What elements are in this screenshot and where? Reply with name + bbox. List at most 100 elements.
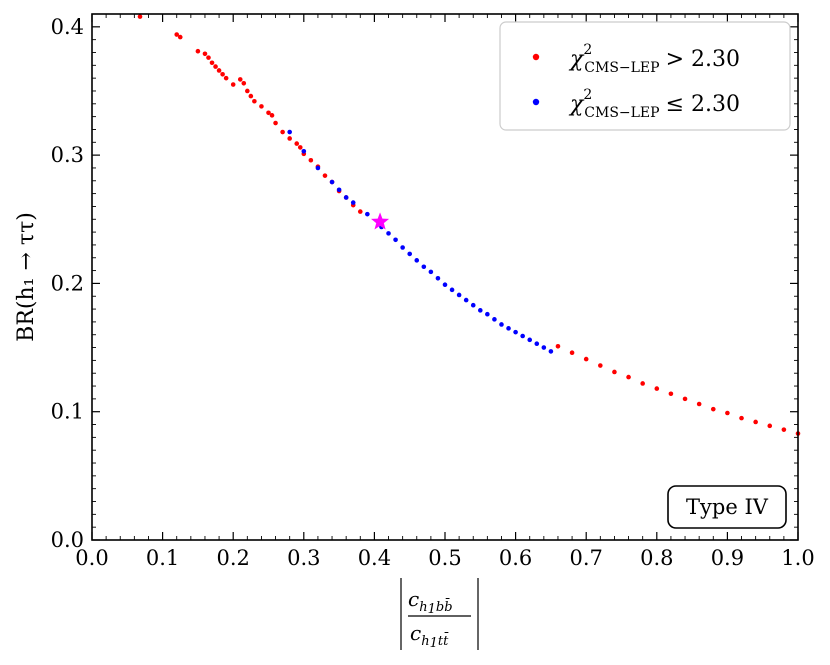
data-point [569, 350, 575, 355]
data-point [220, 72, 225, 77]
data-point [767, 423, 773, 429]
legend-label-blue: χ2 CMS−LEP ≤ 2.30 [568, 87, 740, 121]
x-title-den-sub1: h [421, 634, 429, 649]
data-point [223, 75, 229, 81]
data-point [449, 287, 455, 293]
data-point [470, 302, 476, 308]
data-point [248, 93, 254, 99]
y-axis-title: BR(h₁ → ττ) [14, 212, 39, 342]
y-tick-label: 0.3 [51, 143, 84, 167]
data-point [612, 369, 617, 375]
y-tick-label: 0.2 [51, 271, 84, 295]
data-point [407, 251, 413, 257]
data-point [329, 179, 335, 185]
data-point [548, 349, 554, 354]
data-point [301, 148, 307, 154]
data-point [216, 68, 222, 73]
data-point [541, 345, 547, 350]
y-tick-label: 0.4 [51, 15, 84, 39]
series-0 [137, 14, 801, 436]
x-tick-label: 0.6 [499, 546, 532, 570]
data-point [435, 275, 441, 281]
data-point [357, 209, 363, 214]
y-tick-label: 0.0 [51, 528, 84, 552]
x-tick-label: 0.0 [75, 546, 108, 570]
x-tick-label: 0.1 [146, 546, 179, 570]
legend-blue-sub: CMS−LEP [584, 105, 659, 121]
data-point [322, 173, 328, 178]
data-point [336, 187, 342, 193]
data-point [555, 343, 561, 349]
legend-red-rel: > 2.30 [666, 47, 740, 72]
data-point [463, 297, 469, 303]
x-title-den-sub4: t̄ [443, 632, 449, 649]
data-point [177, 34, 183, 40]
x-title-num-sub1: h [419, 600, 427, 615]
data-point [287, 129, 292, 135]
data-point [506, 326, 511, 331]
data-point [195, 48, 201, 54]
data-point [393, 237, 398, 243]
legend-marker-red [532, 53, 540, 61]
data-point [266, 110, 271, 116]
data-point [241, 80, 247, 86]
data-point [781, 427, 787, 432]
data-point [230, 82, 236, 87]
data-point [583, 356, 589, 362]
data-point [414, 258, 420, 263]
x-tick-label: 0.4 [358, 546, 391, 570]
x-tick-label: 0.3 [287, 546, 320, 570]
data-point [386, 231, 391, 236]
legend-red-sub: CMS−LEP [584, 60, 659, 76]
x-tick-label: 0.8 [640, 546, 673, 570]
legend-red-main: χ [568, 47, 585, 72]
data-point [315, 165, 321, 171]
data-point [485, 311, 490, 317]
x-tick-label: 1.0 [781, 546, 814, 570]
annotation-box [667, 485, 787, 529]
x-title-denominator: ch1tt̄ [410, 621, 449, 651]
x-title-num-sub3: b [436, 600, 444, 615]
data-point [350, 200, 356, 205]
data-point [668, 391, 674, 397]
data-point [682, 396, 688, 402]
data-point [273, 120, 278, 126]
data-point [527, 337, 533, 343]
x-title-numerator: ch1bb̄ [408, 587, 453, 617]
data-point [209, 60, 215, 66]
annotation-text: Type IV [686, 495, 769, 519]
x-title-den-sub3: t [438, 634, 444, 649]
series-1 [287, 129, 554, 354]
data-point [513, 329, 518, 335]
data-point [294, 141, 300, 146]
data-point [259, 104, 264, 109]
data-point [280, 129, 285, 135]
data-point [421, 264, 427, 270]
data-point [478, 308, 483, 313]
x-axis-title: ch1bb̄ ch1tt̄ [400, 578, 479, 651]
data-point [174, 32, 180, 37]
legend-marker-blue [532, 98, 540, 106]
data-point [202, 51, 208, 57]
x-tick-label: 0.9 [711, 546, 744, 570]
legend-red-sup: 2 [583, 42, 592, 58]
data-point [343, 195, 349, 200]
data-point [442, 282, 448, 288]
data-point [492, 317, 497, 322]
legend-box [499, 21, 791, 131]
data-point [245, 88, 250, 94]
data-point [297, 145, 303, 150]
data-marks [137, 14, 801, 436]
legend-blue-main: χ [568, 92, 585, 117]
highlight-star [371, 212, 390, 230]
y-tick-label: 0.1 [51, 400, 84, 424]
legend-blue-sup: 2 [583, 87, 592, 103]
data-point [400, 245, 405, 250]
data-point [499, 322, 504, 327]
data-point [252, 98, 257, 104]
legend-blue-rel: ≤ 2.30 [666, 92, 740, 117]
data-point [626, 374, 631, 380]
tick-labels: 0.0 0.1 0.2 0.3 0.4 0.5 0.6 0.7 0.8 0.9 1.0 0.0 0.1 0… [51, 15, 815, 570]
data-point [137, 14, 143, 19]
